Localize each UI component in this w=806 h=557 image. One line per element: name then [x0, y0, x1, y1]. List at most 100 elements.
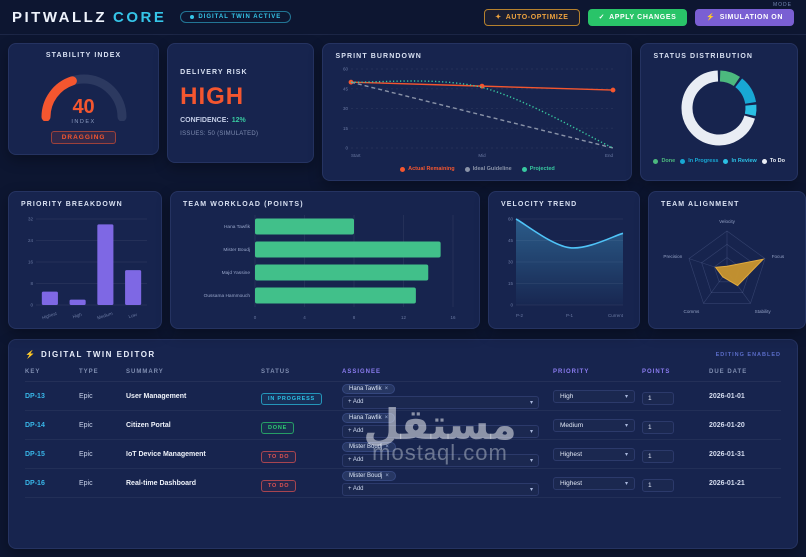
due-date: 2026-01-31: [709, 450, 745, 458]
remove-assignee-icon[interactable]: ×: [385, 472, 389, 479]
mode-label: MODE: [773, 2, 792, 8]
svg-text:Majd Yassine: Majd Yassine: [222, 270, 251, 276]
sparkle-icon: ✦: [495, 14, 502, 21]
points-input[interactable]: [642, 392, 674, 405]
add-assignee-dropdown[interactable]: + Add ▾: [342, 453, 539, 467]
table-row: DP-14 Epic Citizen Portal DONE Hana Tawfik × +…: [25, 411, 781, 440]
column-header-key: KEY: [25, 369, 41, 375]
points-input[interactable]: [642, 421, 674, 434]
points-cell: [642, 474, 709, 492]
status-badge: TO DO: [261, 480, 297, 492]
legend-item: Ideal Guideline: [464, 166, 512, 172]
header-actions: ✦ AUTO-OPTIMIZE ✓ APPLY CHANGES ⚡ SIMULA…: [484, 8, 794, 26]
stability-unit-label: INDEX: [71, 119, 96, 125]
editor-header: ⚡ DIGITAL TWIN EDITOR EDITING ENABLED: [25, 350, 781, 359]
add-assignee-dropdown[interactable]: + Add ▾: [342, 395, 539, 409]
svg-text:12: 12: [401, 315, 407, 320]
legend-dot-icon: [680, 158, 686, 164]
assignee-name: Mister Boudj: [349, 443, 383, 450]
digital-twin-status-label: DIGITAL TWIN ACTIVE: [198, 14, 282, 20]
issue-type: Epic: [79, 479, 93, 487]
team-alignment-chart: Velocity Focus Stability Comms Precision: [661, 211, 793, 328]
card-title: STATUS DISTRIBUTION: [653, 53, 754, 60]
assignee-chip[interactable]: Mister Boudj ×: [342, 470, 396, 481]
velocity-trend-chart: 0 15 30 45 60 P-2 P-1 Current: [501, 211, 627, 328]
points-input[interactable]: [642, 450, 674, 463]
section-title: DIGITAL TWIN EDITOR: [40, 350, 156, 359]
add-assignee-label: + Add: [348, 486, 364, 492]
assignee-chip[interactable]: Hana Tawfik ×: [342, 383, 396, 394]
assignee-chip[interactable]: Mister Boudj ×: [342, 441, 396, 452]
legend-item: In Review: [723, 158, 757, 164]
auto-optimize-button[interactable]: ✦ AUTO-OPTIMIZE: [484, 8, 580, 26]
column-header-priority: PRIORITY: [553, 369, 590, 375]
risk-confidence: CONFIDENCE: 12%: [180, 117, 246, 124]
table-row: DP-15 Epic IoT Device Management TO DO Miste…: [25, 440, 781, 469]
assignee-name: Hana Tawfik: [349, 414, 382, 421]
issue-summary: User Management: [126, 392, 187, 400]
add-assignee-dropdown[interactable]: + Add ▾: [342, 424, 539, 438]
priority-cell: High ▾: [553, 389, 642, 403]
priority-select[interactable]: High ▾: [553, 389, 635, 403]
svg-text:Focus: Focus: [772, 254, 785, 259]
status-distribution-card: STATUS DISTRIBUTION Done In Progress In Re…: [640, 43, 798, 181]
issue-key-link[interactable]: DP-13: [25, 392, 45, 400]
legend-label: Ideal Guideline: [472, 166, 512, 172]
card-title: TEAM ALIGNMENT: [661, 201, 740, 208]
legend-dot-icon: [400, 166, 406, 172]
svg-text:32: 32: [28, 217, 34, 222]
svg-text:Mister Boudj: Mister Boudj: [223, 247, 250, 253]
stability-index-card: STABILITY INDEX 40 INDEX DRAGGING: [8, 43, 160, 155]
svg-text:Medium: Medium: [97, 311, 114, 321]
remove-assignee-icon[interactable]: ×: [385, 443, 389, 450]
column-header-assignee: ASSIGNEE: [342, 369, 382, 375]
lightning-icon: ⚡: [25, 350, 35, 359]
legend-dot-icon: [723, 158, 729, 164]
svg-text:0: 0: [30, 303, 33, 308]
assignee-name: Mister Boudj: [349, 472, 383, 479]
remove-assignee-icon[interactable]: ×: [384, 414, 389, 421]
chevron-down-icon: ▾: [624, 451, 628, 458]
simulation-toggle-button[interactable]: ⚡ SIMULATION ON: [695, 8, 794, 26]
svg-text:Mid: Mid: [479, 153, 487, 158]
svg-text:45: 45: [343, 86, 349, 91]
column-header-due-date: DUE DATE: [709, 369, 748, 375]
card-title: VELOCITY TREND: [501, 201, 578, 208]
add-assignee-dropdown[interactable]: + Add ▾: [342, 482, 539, 496]
svg-text:60: 60: [508, 217, 514, 222]
issue-key-link[interactable]: DP-16: [25, 479, 45, 487]
legend-label: In Review: [731, 158, 757, 164]
issue-key-link[interactable]: DP-14: [25, 421, 45, 429]
digital-twin-status-badge: DIGITAL TWIN ACTIVE: [180, 11, 292, 23]
app-logo: PITWALLZ CORE: [12, 9, 166, 26]
legend-item: Actual Remaining: [400, 166, 455, 172]
add-assignee-label: + Add: [348, 428, 364, 434]
priority-cell: Highest ▾: [553, 447, 642, 461]
priority-select[interactable]: Medium ▾: [553, 418, 635, 432]
top-bar: PITWALLZ CORE DIGITAL TWIN ACTIVE MODE ✦ …: [0, 0, 806, 35]
issue-key-link[interactable]: DP-15: [25, 450, 45, 458]
status-cell: TO DO: [261, 445, 342, 463]
add-assignee-label: + Add: [348, 399, 364, 405]
remove-assignee-icon[interactable]: ×: [384, 385, 389, 392]
priority-breakdown-chart: 0 8 16 24 32 Highest High Medium Low: [21, 211, 149, 328]
table-header-row: KEY TYPE SUMMARY STATUS ASSIGNEE PRIORITY POIN…: [25, 369, 781, 382]
table-row: DP-13 Epic User Management IN PROGRESS Hana …: [25, 382, 781, 411]
apply-changes-button[interactable]: ✓ APPLY CHANGES: [587, 8, 688, 26]
points-input[interactable]: [642, 479, 674, 492]
team-workload-card: TEAM WORKLOAD (POINTS) 0 4 8 12 16 Hana Tawfi…: [170, 191, 480, 329]
legend-item: To Do: [761, 158, 785, 164]
svg-text:0: 0: [254, 315, 257, 320]
stability-status-badge: DRAGGING: [50, 131, 117, 144]
legend-dot-icon: [521, 166, 527, 172]
svg-text:15: 15: [343, 126, 349, 131]
legend-dot-icon: [761, 158, 767, 164]
priority-select[interactable]: Highest ▾: [553, 447, 635, 461]
assignee-chip[interactable]: Hana Tawfik ×: [342, 412, 396, 423]
chevron-down-icon: ▾: [529, 399, 533, 406]
priority-breakdown-card: PRIORITY BREAKDOWN 0 8 16 24 32 Highest High Me…: [8, 191, 162, 329]
assignee-cell: Hana Tawfik × + Add ▾: [342, 412, 553, 438]
priority-select[interactable]: Highest ▾: [553, 476, 635, 490]
chevron-down-icon: ▾: [624, 393, 628, 400]
priority-cell: Highest ▾: [553, 476, 642, 490]
